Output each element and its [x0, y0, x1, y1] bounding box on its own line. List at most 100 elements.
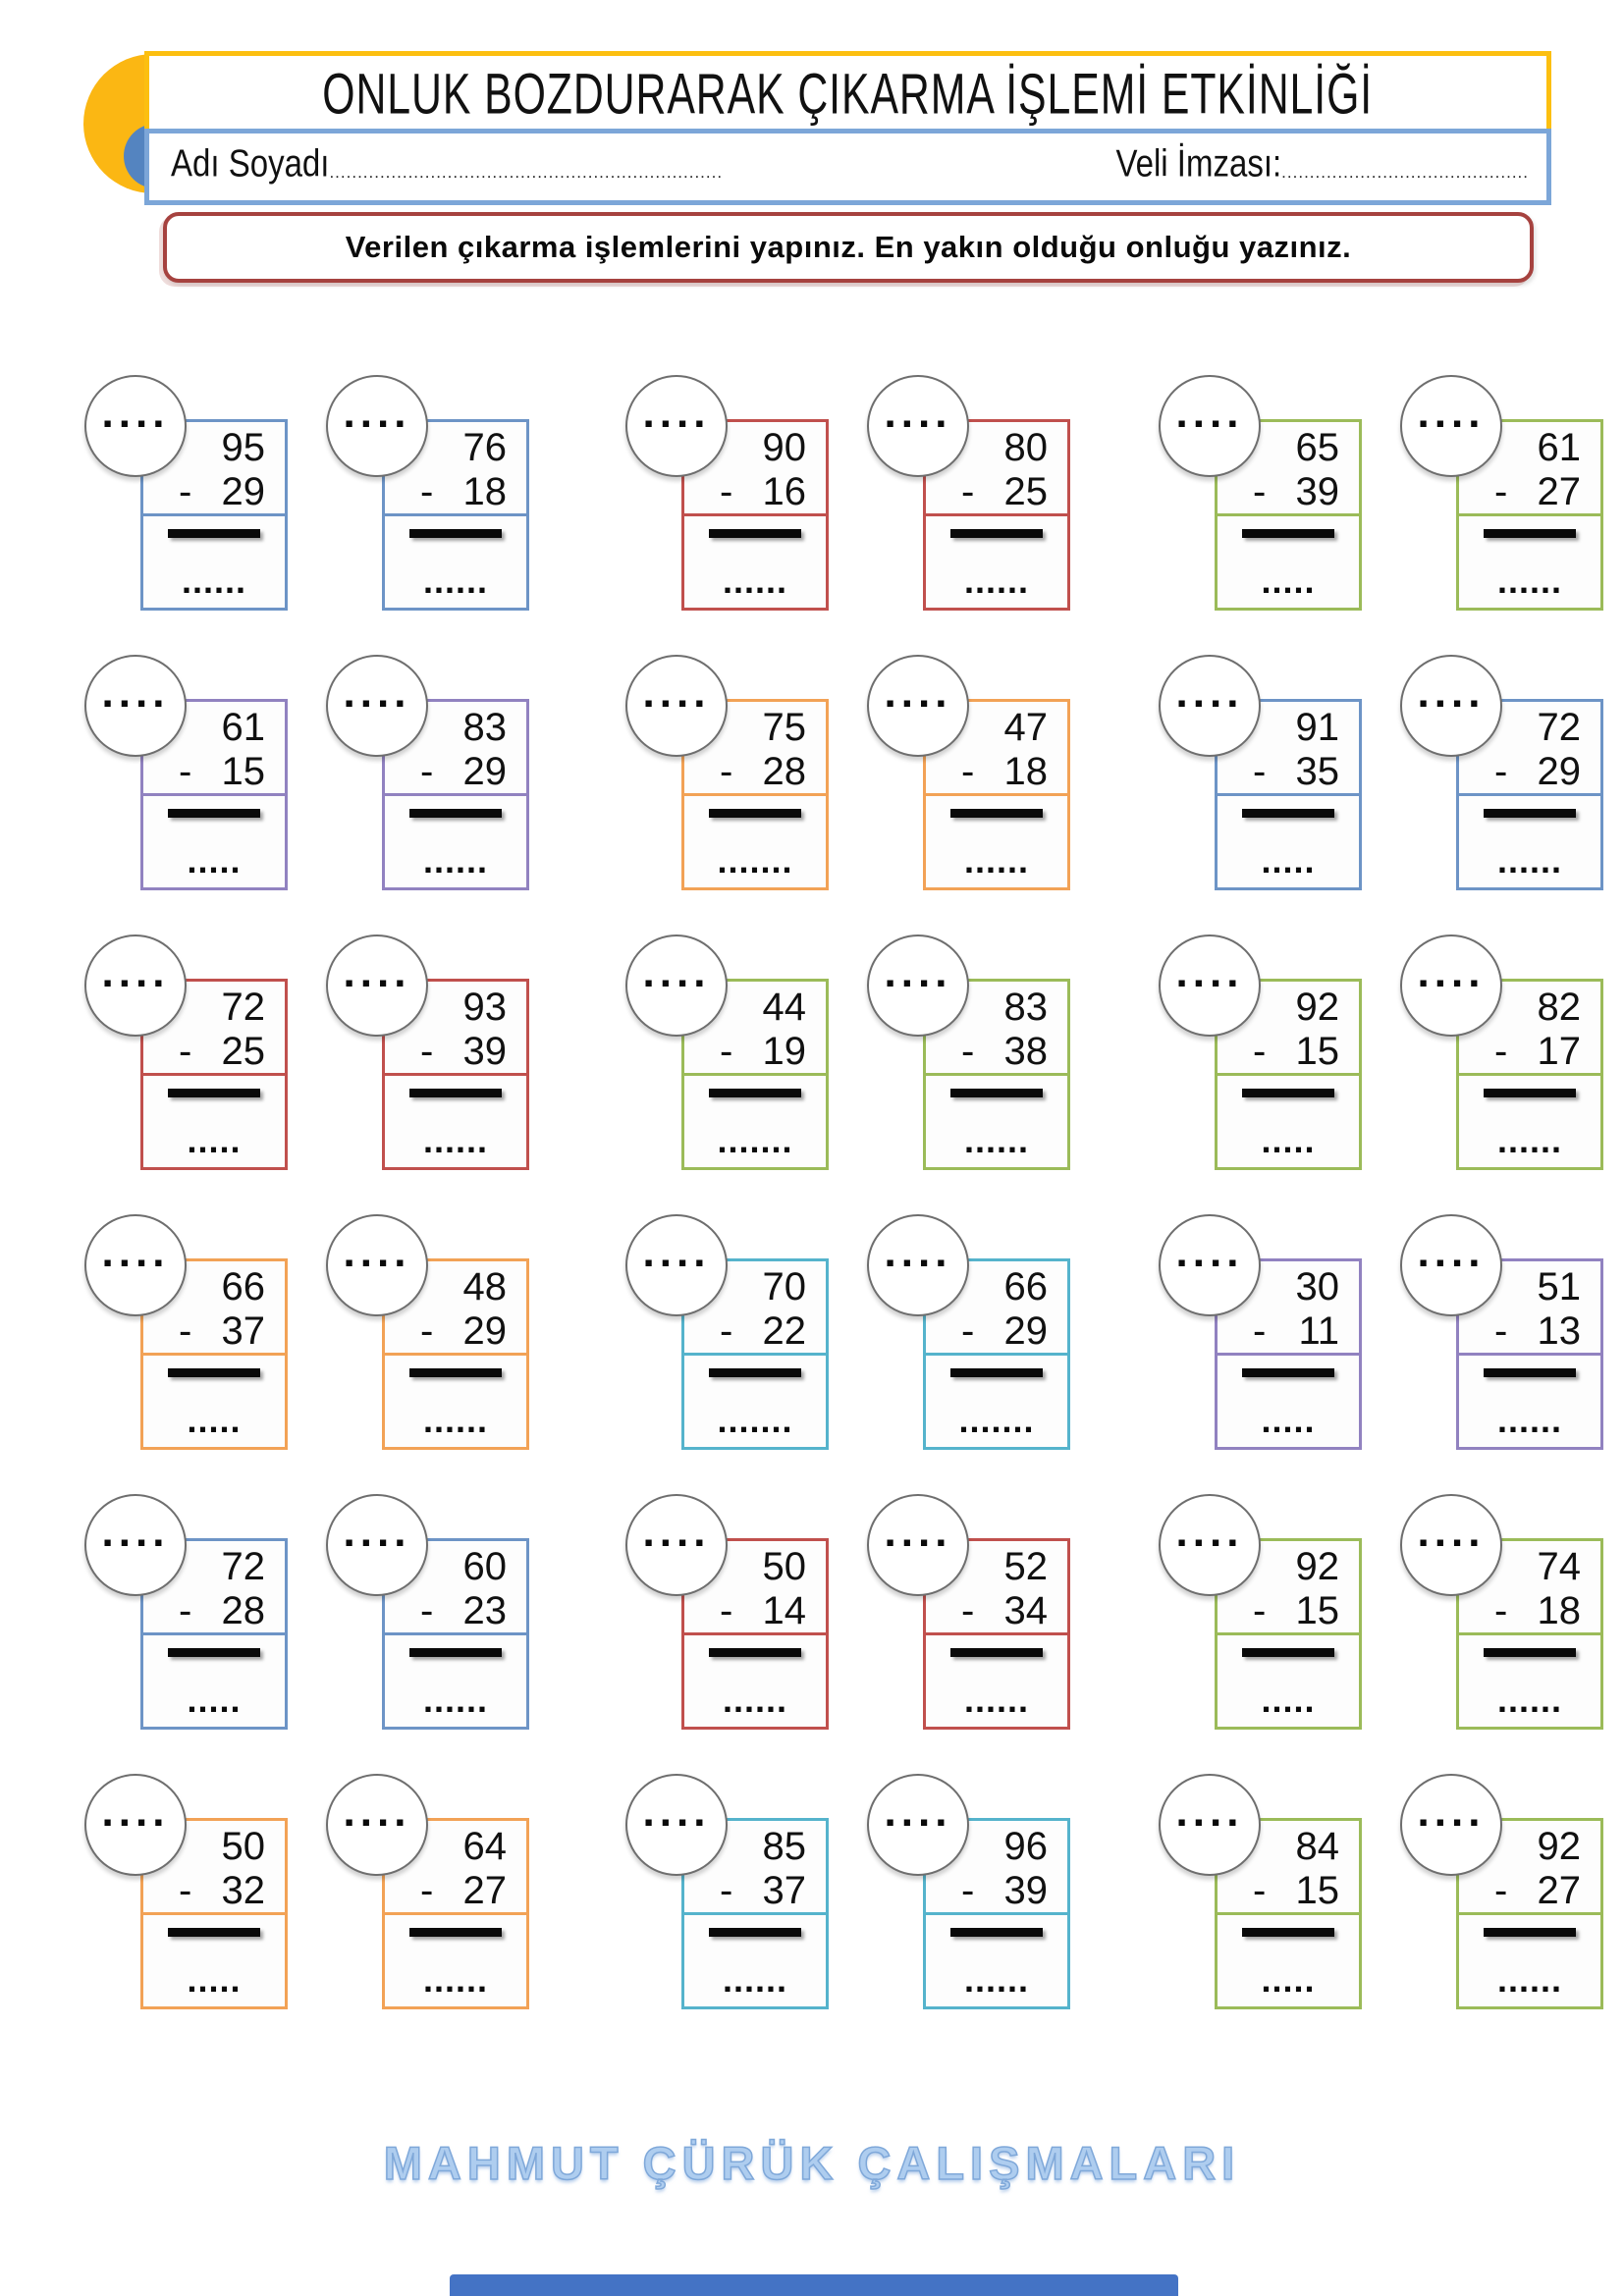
- answer-cell[interactable]: .....: [1218, 809, 1359, 902]
- answer-cell[interactable]: ......: [684, 1648, 826, 1741]
- nearest-ten-field[interactable]: ....: [1159, 934, 1261, 1037]
- answer-cell[interactable]: .....: [1218, 1928, 1359, 2021]
- answer-cell[interactable]: .....: [1218, 529, 1359, 622]
- answer-line: [950, 1928, 1043, 1937]
- answer-cell[interactable]: ......: [926, 809, 1067, 902]
- answer-cell[interactable]: ......: [385, 1928, 526, 2021]
- nearest-ten-field[interactable]: ....: [625, 1214, 728, 1316]
- subtraction-line: -19: [720, 1030, 806, 1074]
- answer-cell[interactable]: .....: [1218, 1368, 1359, 1462]
- minuend: 72: [221, 1545, 266, 1588]
- minuend: 70: [762, 1265, 807, 1308]
- nearest-ten-field[interactable]: ....: [326, 934, 428, 1037]
- subtrahend: 13: [1537, 1309, 1582, 1353]
- answer-cell[interactable]: ......: [1459, 809, 1600, 902]
- nearest-ten-field[interactable]: ....: [1400, 934, 1502, 1037]
- answer-cell[interactable]: .......: [684, 809, 826, 902]
- minuend: 65: [1295, 426, 1340, 469]
- minus-sign: -: [1494, 1030, 1508, 1073]
- nearest-ten-field[interactable]: ....: [867, 1214, 969, 1316]
- name-dotted-line[interactable]: ........................................…: [329, 163, 724, 182]
- answer-cell[interactable]: .....: [1218, 1089, 1359, 1182]
- answer-cell[interactable]: .......: [926, 1368, 1067, 1462]
- nearest-ten-field[interactable]: ....: [326, 1774, 428, 1876]
- answer-line: [1484, 1368, 1576, 1377]
- nearest-ten-field[interactable]: ....: [1400, 1774, 1502, 1876]
- answer-cell[interactable]: ......: [926, 1089, 1067, 1182]
- minuend: 61: [221, 706, 266, 749]
- problem-card: .... 52-34......: [867, 1494, 1070, 1730]
- operands-cell: 85-37: [684, 1821, 826, 1915]
- nearest-ten-field[interactable]: ....: [84, 934, 187, 1037]
- answer-cell[interactable]: .....: [143, 1928, 285, 2021]
- nearest-ten-field[interactable]: ....: [625, 375, 728, 477]
- subtraction-line: -13: [1494, 1309, 1581, 1354]
- nearest-ten-field[interactable]: ....: [867, 1494, 969, 1596]
- answer-cell[interactable]: .....: [1218, 1648, 1359, 1741]
- answer-cell[interactable]: ......: [385, 1368, 526, 1462]
- answer-cell[interactable]: ......: [1459, 1089, 1600, 1182]
- nearest-ten-field[interactable]: ....: [867, 934, 969, 1037]
- problem-card: .... 83-29......: [326, 655, 529, 890]
- instruction-text: Verilen çıkarma işlemlerini yapınız. En …: [345, 230, 1352, 264]
- answer-cell[interactable]: ......: [385, 1648, 526, 1741]
- nearest-ten-field[interactable]: ....: [1400, 1214, 1502, 1316]
- nearest-ten-field[interactable]: ....: [625, 934, 728, 1037]
- nearest-ten-field[interactable]: ....: [326, 1214, 428, 1316]
- problem-group: .... 66-37......... 48-29......: [46, 1214, 529, 1450]
- minuend: 91: [1295, 706, 1340, 749]
- subtraction-line: -38: [961, 1030, 1048, 1074]
- nearest-ten-field[interactable]: ....: [1159, 1494, 1261, 1596]
- answer-cell[interactable]: ......: [1459, 1928, 1600, 2021]
- answer-cell[interactable]: ......: [385, 809, 526, 902]
- answer-cell[interactable]: .......: [684, 1089, 826, 1182]
- answer-cell[interactable]: ......: [1459, 1648, 1600, 1741]
- answer-cell[interactable]: ......: [385, 1089, 526, 1182]
- answer-cell[interactable]: ......: [143, 529, 285, 622]
- minuend: 92: [1537, 1825, 1582, 1868]
- nearest-ten-field[interactable]: ....: [84, 1494, 187, 1596]
- nearest-ten-field[interactable]: ....: [326, 655, 428, 757]
- nearest-ten-field[interactable]: ....: [84, 655, 187, 757]
- signature-dotted-line[interactable]: ........................................…: [1281, 163, 1529, 182]
- nearest-ten-field[interactable]: ....: [1159, 1214, 1261, 1316]
- answer-cell[interactable]: ......: [1459, 1368, 1600, 1462]
- answer-cell[interactable]: .....: [143, 1089, 285, 1182]
- answer-cell[interactable]: .....: [143, 809, 285, 902]
- answer-cell[interactable]: .....: [143, 1368, 285, 1462]
- nearest-ten-field[interactable]: ....: [625, 655, 728, 757]
- nearest-ten-field[interactable]: ....: [867, 1774, 969, 1876]
- nearest-ten-field[interactable]: ....: [326, 375, 428, 477]
- answer-line: [409, 1928, 502, 1937]
- answer-cell[interactable]: ......: [684, 1928, 826, 2021]
- nearest-ten-field[interactable]: ....: [1400, 655, 1502, 757]
- subtraction-line: -29: [961, 1309, 1048, 1354]
- nearest-ten-field[interactable]: ....: [625, 1494, 728, 1596]
- nearest-ten-field[interactable]: ....: [1159, 375, 1261, 477]
- nearest-ten-field[interactable]: ....: [326, 1494, 428, 1596]
- answer-cell[interactable]: ......: [1459, 529, 1600, 622]
- nearest-ten-field[interactable]: ....: [84, 375, 187, 477]
- nearest-ten-field[interactable]: ....: [1159, 1774, 1261, 1876]
- student-name-field[interactable]: Adı Soyadı .............................…: [171, 141, 724, 186]
- nearest-ten-field[interactable]: ....: [1400, 375, 1502, 477]
- answer-cell[interactable]: ......: [684, 529, 826, 622]
- subtraction-line: -37: [720, 1869, 806, 1913]
- nearest-ten-field[interactable]: ....: [1159, 655, 1261, 757]
- answer-cell[interactable]: .......: [684, 1368, 826, 1462]
- answer-cell[interactable]: ......: [926, 1648, 1067, 1741]
- nearest-ten-field[interactable]: ....: [1400, 1494, 1502, 1596]
- problem-card: .... 92-15.....: [1159, 934, 1362, 1170]
- answer-cell[interactable]: .....: [143, 1648, 285, 1741]
- parent-signature-field[interactable]: Veli İmzası: ...........................…: [1115, 141, 1529, 186]
- answer-cell[interactable]: ......: [385, 529, 526, 622]
- answer-cell[interactable]: ......: [926, 1928, 1067, 2021]
- nearest-ten-field[interactable]: ....: [84, 1214, 187, 1316]
- nearest-ten-field[interactable]: ....: [867, 655, 969, 757]
- problem-card: .... 65-39.....: [1159, 375, 1362, 611]
- nearest-ten-field[interactable]: ....: [625, 1774, 728, 1876]
- minus-sign: -: [1253, 1589, 1267, 1632]
- nearest-ten-field[interactable]: ....: [867, 375, 969, 477]
- answer-cell[interactable]: ......: [926, 529, 1067, 622]
- nearest-ten-field[interactable]: ....: [84, 1774, 187, 1876]
